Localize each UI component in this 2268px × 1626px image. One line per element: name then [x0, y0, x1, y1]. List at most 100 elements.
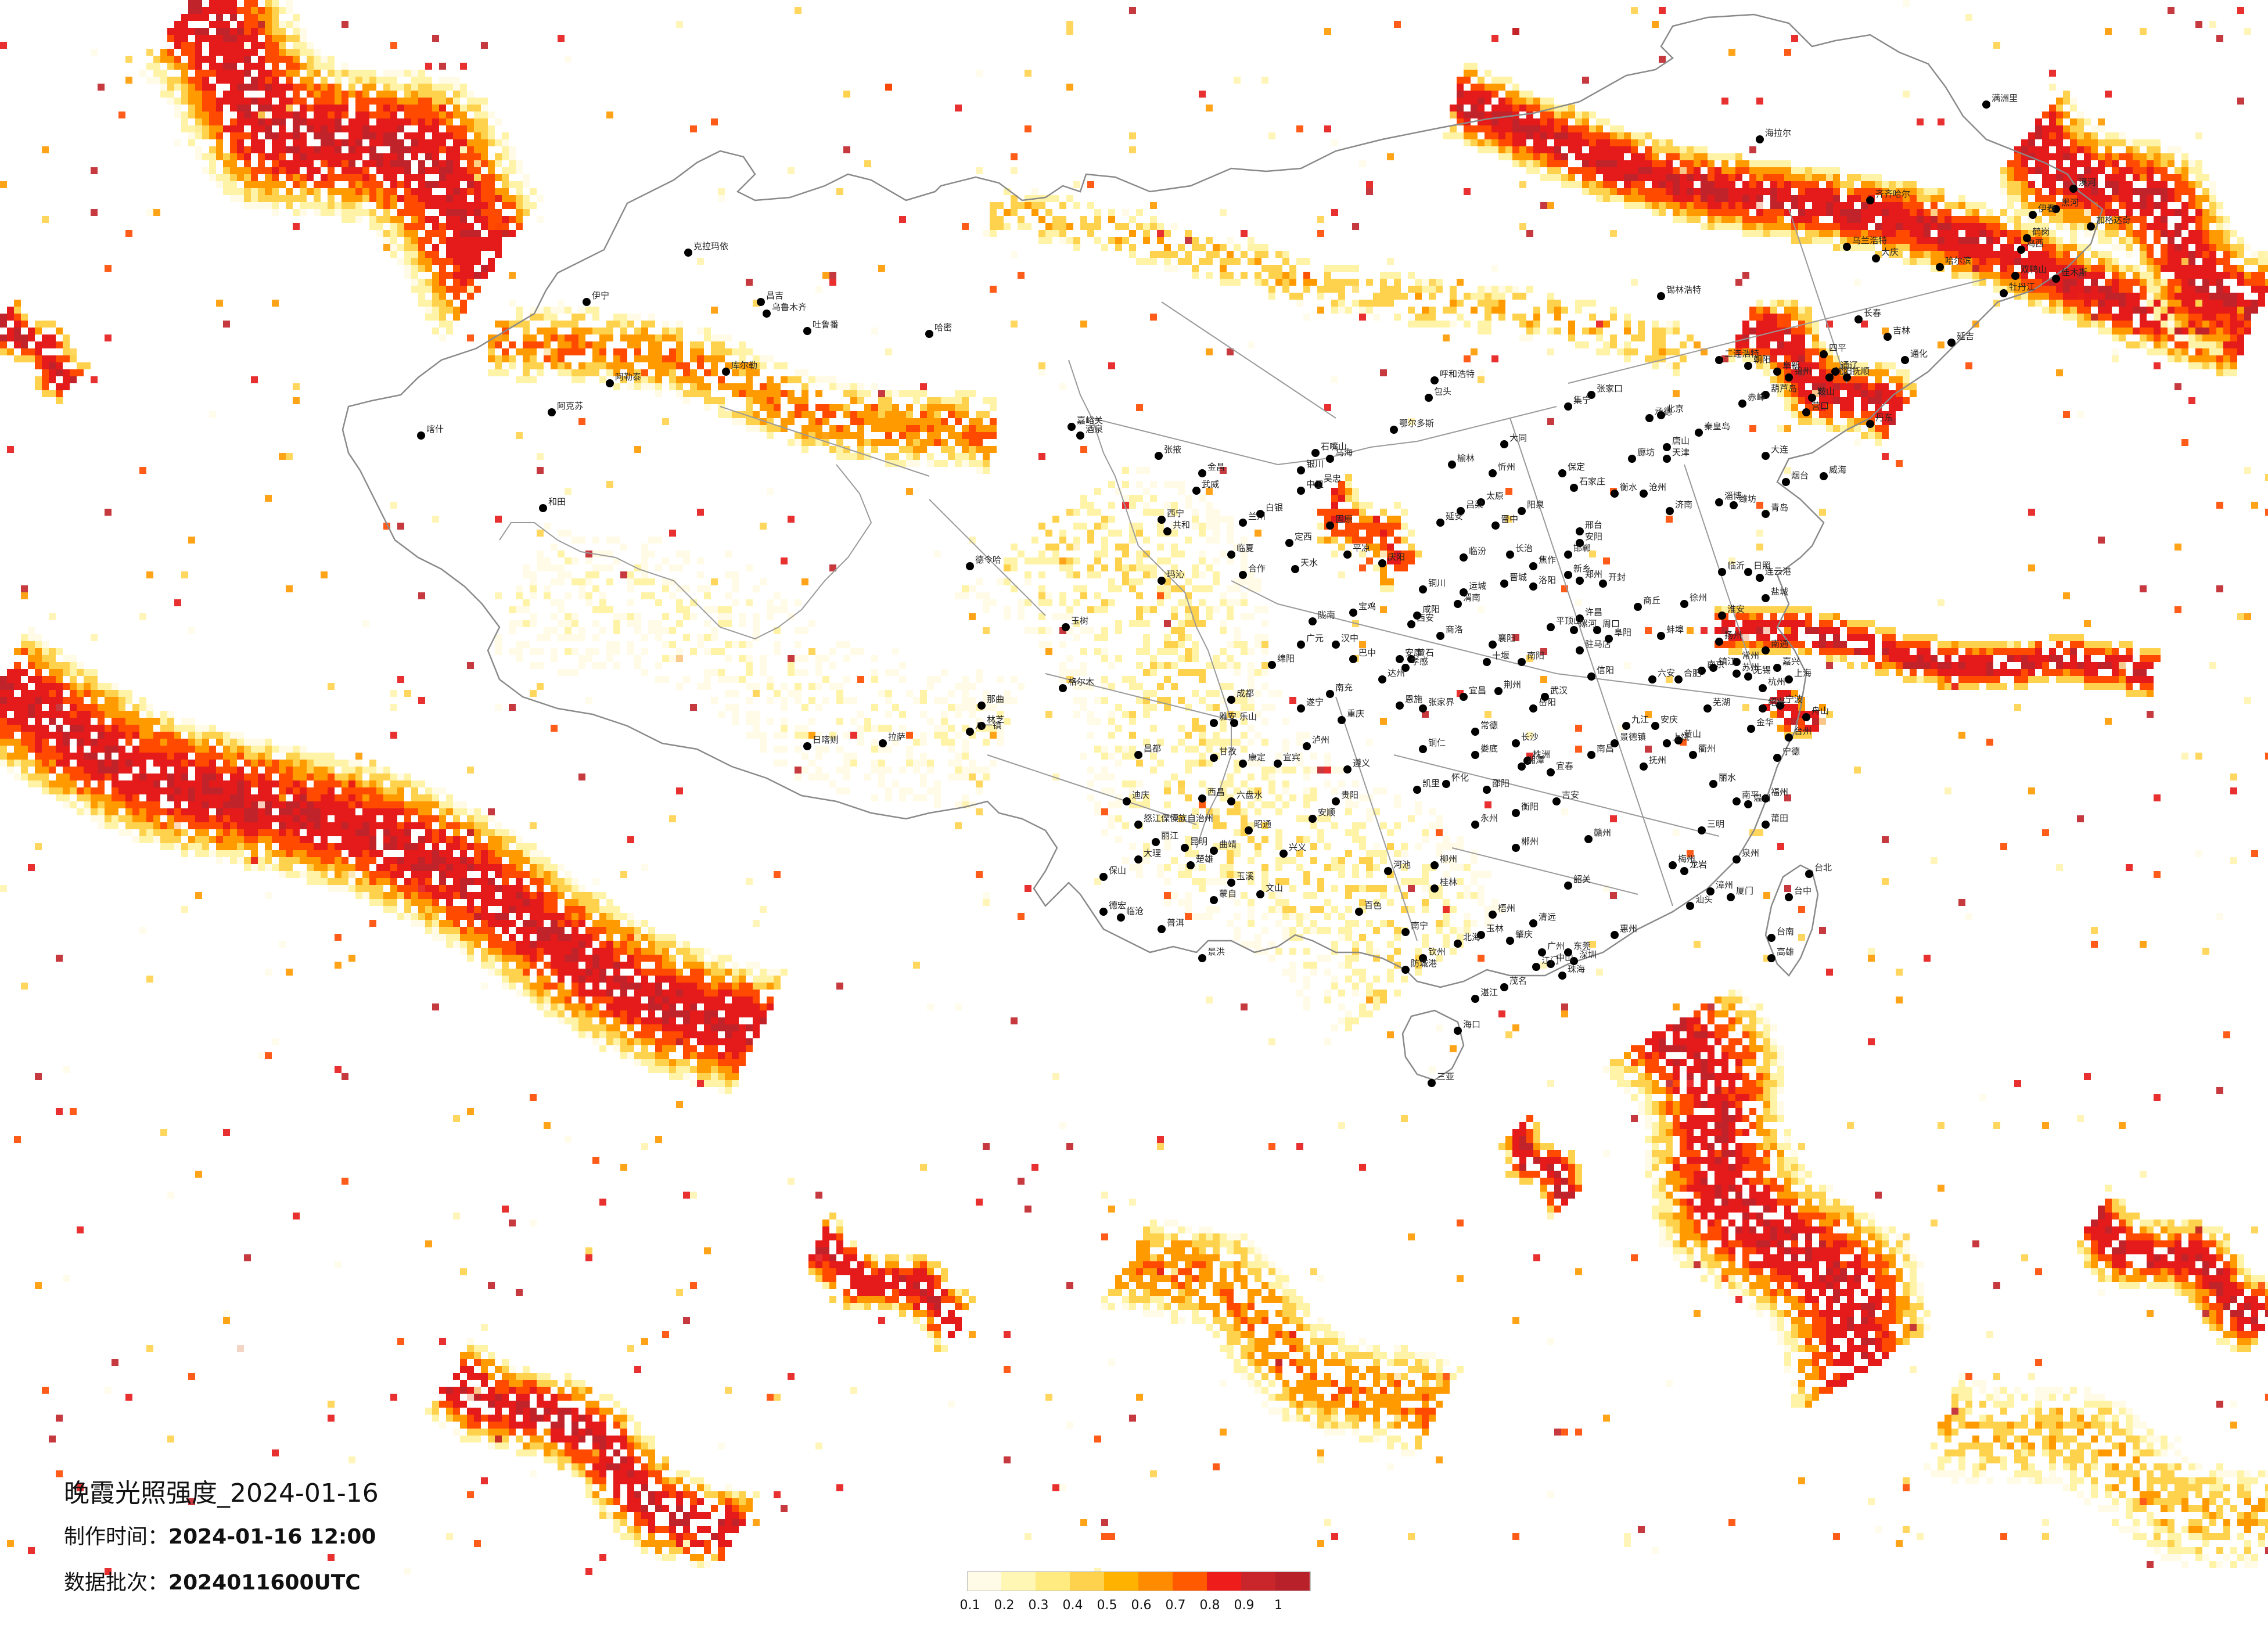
- city-label: 德令哈: [975, 555, 1001, 565]
- city-label: 蒙自: [1219, 888, 1237, 899]
- city-marker: 衡阳: [1512, 801, 1539, 817]
- city-label: 宜春: [1556, 761, 1573, 771]
- city-dot: [1401, 664, 1410, 672]
- city-marker: 石嘴山: [1311, 441, 1347, 457]
- city-label: 拉萨: [888, 732, 905, 742]
- city-dot: [1436, 519, 1444, 527]
- city-marker: 铜仁: [1419, 738, 1446, 753]
- city-label: 恩施: [1405, 694, 1422, 704]
- city-label: 阜新: [1782, 360, 1800, 370]
- city-dot: [1460, 553, 1468, 562]
- city-dot: [803, 327, 811, 335]
- legend-swatch: [1036, 1571, 1070, 1591]
- city-dot: [1332, 797, 1340, 805]
- city-label: 佳木斯: [2061, 267, 2087, 278]
- city-marker: 珠海: [1558, 964, 1585, 980]
- city-label: 秦皇岛: [1704, 421, 1730, 431]
- city-label: 无锡: [1753, 665, 1771, 675]
- city-dot: [1349, 655, 1357, 663]
- city-dot: [1192, 487, 1201, 495]
- city-dot: [966, 562, 974, 570]
- city-marker: 哈密: [925, 322, 952, 338]
- city-label: 衡阳: [1521, 801, 1539, 812]
- city-marker: 库尔勒: [722, 360, 757, 376]
- city-marker: 驻马店: [1576, 639, 1611, 654]
- city-label: 九江: [1631, 714, 1649, 725]
- city-label: 陇南: [1318, 610, 1335, 620]
- city-marker: 汕头: [1686, 894, 1713, 910]
- city-dot: [1651, 722, 1659, 730]
- city-marker: 齐齐哈尔: [1866, 189, 1910, 204]
- city-dot: [1558, 972, 1566, 980]
- city-label: 吴忠: [1324, 473, 1341, 484]
- city-dot: [1587, 751, 1595, 759]
- city-dot: [1695, 429, 1703, 437]
- city-marker: 商洛: [1436, 624, 1463, 640]
- city-dot: [1210, 847, 1218, 855]
- city-label: 赤峰: [1748, 392, 1765, 402]
- city-marker: 运城: [1460, 581, 1486, 596]
- city-label: 烟台: [1791, 470, 1809, 481]
- city-marker: 十堰: [1483, 650, 1509, 666]
- city-marker: 武威: [1192, 479, 1219, 495]
- production-time-label: 制作时间：: [64, 1525, 169, 1549]
- city-dot: [1733, 670, 1741, 678]
- city-marker: 迪庆: [1123, 790, 1149, 805]
- city-label: 南通: [1771, 639, 1788, 649]
- city-dot: [1256, 890, 1264, 898]
- city-marker: 锦州: [1785, 366, 1811, 382]
- city-label: 金华: [1756, 717, 1774, 728]
- city-label: 楚雄: [1196, 854, 1213, 864]
- city-dot: [1718, 611, 1726, 620]
- city-dot: [1936, 263, 1944, 271]
- city-label: 宁波: [1785, 694, 1803, 704]
- city-marker: 大庆: [1872, 247, 1899, 262]
- city-marker: 阿克苏: [548, 401, 583, 416]
- city-label: 连云港: [1765, 566, 1791, 577]
- city-dot: [1756, 574, 1764, 582]
- legend-swatch: [1275, 1571, 1310, 1591]
- city-dot: [1349, 609, 1357, 617]
- city-dot: [1181, 844, 1189, 852]
- city-label: 黄山: [1684, 729, 1701, 739]
- city-dot: [1805, 870, 1813, 878]
- city-dot: [977, 722, 986, 730]
- city-dot: [1430, 884, 1439, 893]
- city-marker: 邵阳: [1483, 778, 1509, 794]
- city-label: 徐州: [1690, 592, 1707, 603]
- legend-tick-label: 0.3: [1028, 1598, 1049, 1613]
- city-marker: 泸州: [1303, 735, 1329, 750]
- city-label: 安康: [1405, 647, 1422, 658]
- city-marker: 唐山: [1663, 436, 1690, 451]
- city-marker: 达州: [1378, 668, 1405, 684]
- city-marker: 台北: [1805, 862, 1832, 878]
- city-dot: [1279, 850, 1288, 858]
- city-marker: 高雄: [1767, 947, 1794, 962]
- city-dot: [1645, 414, 1654, 422]
- city-label: 丽水: [1719, 772, 1736, 783]
- city-label: 石嘴山: [1321, 441, 1347, 452]
- city-dot: [1489, 469, 1497, 477]
- city-label: 杭州: [1768, 677, 1785, 687]
- city-marker: 厦门: [1727, 886, 1753, 901]
- city-dot: [1657, 292, 1665, 300]
- city-dot: [1756, 135, 1764, 143]
- city-label: 朝阳: [1753, 354, 1771, 365]
- data-batch-value: 2024011600UTC: [168, 1571, 361, 1595]
- city-marker: 龙岩: [1680, 859, 1707, 875]
- city-dot: [1500, 580, 1508, 588]
- city-dot: [1733, 855, 1741, 864]
- city-marker: 甘孜: [1210, 746, 1237, 762]
- city-label: 上海: [1794, 668, 1811, 678]
- city-marker: 连云港: [1756, 566, 1791, 582]
- city-label: 嘉兴: [1782, 656, 1800, 667]
- city-marker: 集宁: [1564, 395, 1591, 411]
- city-dot: [1384, 867, 1392, 875]
- city-marker: 满洲里: [1982, 93, 2018, 109]
- city-marker: 湛江: [1471, 987, 1498, 1003]
- city-label: 哈尔滨: [1945, 256, 1971, 266]
- city-dot: [1378, 675, 1386, 684]
- city-label: 日照: [1753, 560, 1771, 571]
- city-marker: 庆阳: [1378, 552, 1405, 567]
